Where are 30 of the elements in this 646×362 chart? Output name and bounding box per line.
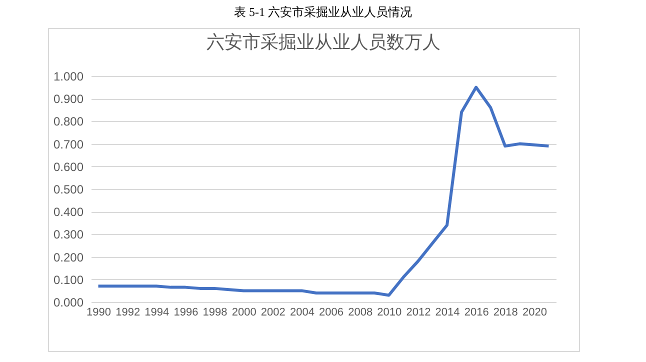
y-tick-label: 0.900 — [53, 92, 84, 106]
y-tick-label: 0.400 — [53, 205, 84, 220]
x-tick-label: 2002 — [260, 306, 286, 318]
x-tick-label: 1998 — [202, 306, 228, 318]
y-tick-label: 1.000 — [53, 70, 84, 84]
y-tick-label: 0.300 — [53, 228, 84, 242]
x-tick-label: 1994 — [144, 306, 170, 318]
y-tick-label: 0.100 — [53, 272, 84, 287]
x-tick-label: 1996 — [174, 306, 198, 318]
y-tick-label: 0.600 — [53, 160, 84, 174]
x-tick-label: 2018 — [493, 306, 518, 318]
x-tick-label: 2010 — [377, 306, 402, 318]
y-tick-label: 0.700 — [53, 137, 84, 152]
x-tick-label: 1992 — [116, 306, 140, 318]
line-series — [96, 86, 550, 297]
y-tick-label: 0.800 — [53, 114, 84, 129]
chart-title: 六安市采掘业从业人员数万人 — [206, 32, 440, 53]
x-tick-label: 2016 — [464, 306, 489, 318]
x-tick-label: 2012 — [406, 306, 431, 318]
y-tick-label: 0.200 — [53, 250, 84, 264]
x-tick-label: 2008 — [348, 306, 373, 318]
x-tick-label: 2004 — [290, 306, 314, 318]
x-tick-label: 1990 — [86, 306, 112, 318]
x-tick-label: 2000 — [232, 306, 256, 318]
x-tick-label: 2006 — [319, 306, 344, 318]
y-tick-label: 0.500 — [53, 182, 84, 196]
x-tick-label: 2020 — [522, 306, 547, 318]
x-tick-label: 2014 — [435, 306, 460, 318]
y-tick-label: 0.000 — [53, 296, 84, 310]
text: 表 5-1 六安市采掘业从业人员情况 — [233, 4, 413, 21]
